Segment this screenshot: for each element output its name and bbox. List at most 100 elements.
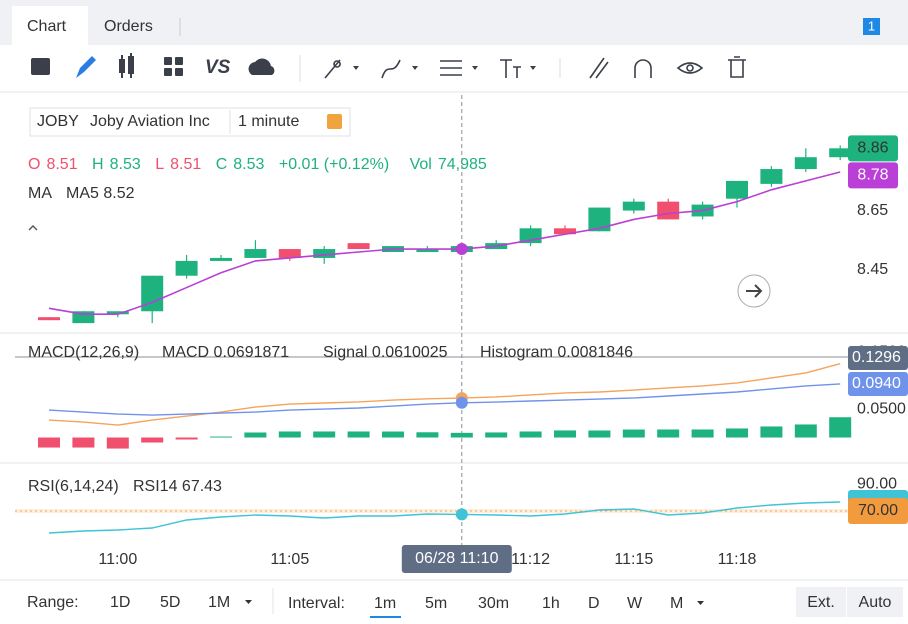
cloud-icon[interactable] (248, 58, 275, 75)
text-tool[interactable] (500, 59, 521, 78)
histogram-bar (72, 437, 95, 448)
o-label: O (28, 156, 40, 173)
candle-body (726, 180, 748, 199)
histogram-bar (760, 426, 783, 438)
interval-option[interactable]: W (627, 595, 643, 612)
carets (353, 66, 536, 70)
interval-option[interactable]: 1h (542, 595, 560, 612)
rsi-legend: RSI(6,14,24) (28, 478, 119, 495)
brush-tool[interactable] (589, 57, 609, 79)
ma-value: MA5 8.52 (66, 185, 135, 202)
o-value: 8.51 (46, 156, 77, 173)
ext-label[interactable]: Ext. (807, 594, 835, 611)
candle-icon[interactable] (119, 53, 134, 78)
toolbar (31, 53, 275, 78)
badge[interactable] (863, 18, 880, 35)
range-option[interactable]: 1M (208, 594, 230, 611)
signal-last-box (848, 371, 908, 396)
c-value: 8.53 (233, 156, 264, 173)
candle-body (554, 228, 576, 235)
histogram-bar (347, 431, 370, 438)
magnet-tool[interactable] (634, 59, 652, 78)
candle-body (244, 249, 267, 258)
histogram-bar (278, 431, 301, 438)
histogram-value: Histogram 0.0081846 (480, 344, 633, 361)
y-tick-label: 0.0500 (857, 400, 906, 417)
vol-value: 74,985 (438, 156, 487, 173)
vol-label: Vol (410, 156, 432, 173)
eye-tool[interactable] (676, 62, 704, 74)
trash-tool[interactable] (728, 56, 746, 78)
candle-body (72, 311, 95, 324)
candle-body (313, 249, 336, 258)
change: +0.01 (+0.12%) (279, 156, 389, 173)
histogram-bar (588, 430, 611, 438)
crosshair-label-box (401, 545, 512, 573)
macd-line (48, 363, 841, 426)
fib-tool[interactable] (440, 60, 462, 76)
arrow-icon (746, 284, 763, 298)
h-label: H (92, 156, 104, 173)
macd-legend: MACD(12,26,9) (28, 344, 139, 361)
note-icon[interactable] (327, 114, 342, 129)
interval-option[interactable]: D (588, 595, 600, 612)
auto-button[interactable] (847, 587, 903, 617)
ma-last-box (848, 162, 898, 189)
macd-last-box (848, 345, 908, 370)
collapse-icon[interactable] (28, 225, 38, 231)
y-tick-label: 8.65 (857, 202, 888, 219)
histogram-bar (485, 432, 508, 438)
area-icon[interactable] (31, 58, 50, 75)
tab[interactable]: Chart (27, 18, 67, 35)
range-option[interactable]: 1D (110, 594, 130, 611)
caret (697, 601, 704, 605)
auto-label[interactable]: Auto (859, 594, 892, 611)
h-value: 8.53 (110, 156, 141, 173)
path-tool[interactable] (381, 59, 401, 79)
ma-legend: MA (28, 185, 52, 202)
candle-body (38, 317, 60, 321)
candle-body (210, 257, 232, 261)
candle-body (347, 243, 370, 250)
crosshair-label: 06/28 11:10 (415, 550, 498, 567)
macd-last: 0.1296 (852, 349, 901, 366)
candle-body (760, 169, 783, 184)
histogram-bar (416, 432, 439, 438)
y-tick-label: 8.45 (857, 261, 888, 278)
hover-dot (455, 243, 468, 256)
histogram-bar (519, 431, 542, 438)
symbol-box[interactable] (29, 107, 351, 137)
histogram-bar (38, 437, 60, 448)
candle-body (106, 311, 129, 315)
candle-body (141, 275, 164, 312)
tab-active[interactable] (12, 6, 88, 45)
histogram-bar (175, 437, 198, 440)
y-tick-label: 90.00 (857, 476, 897, 493)
range-option[interactable]: 5D (160, 594, 180, 611)
range-label: Range: (27, 594, 79, 611)
tab[interactable]: Orders (104, 18, 153, 35)
ext-button[interactable] (796, 587, 846, 617)
candle-body (829, 148, 852, 158)
interval-option[interactable]: 1m (374, 595, 396, 612)
last-price: 8.86 (857, 140, 888, 157)
draw-icon[interactable] (76, 56, 96, 78)
grid-icon[interactable] (164, 57, 183, 76)
line-tool[interactable] (324, 59, 341, 79)
interval-option[interactable]: M (670, 595, 683, 612)
caret (245, 600, 252, 604)
macd-value: MACD 0.0691871 (162, 344, 289, 361)
histogram-bar (726, 428, 748, 438)
c-label: C (216, 156, 228, 173)
compare-button[interactable]: VS (205, 57, 231, 78)
signal-value: Signal 0.0610025 (323, 344, 448, 361)
histogram-bar (829, 417, 852, 438)
histogram-bar (657, 429, 680, 438)
ticker: JOBY (37, 113, 79, 130)
interval-option[interactable]: 30m (478, 595, 509, 612)
histogram-bar (450, 432, 473, 438)
overbought-label: 70.00 (858, 502, 898, 519)
interval-option[interactable]: 5m (425, 595, 447, 612)
